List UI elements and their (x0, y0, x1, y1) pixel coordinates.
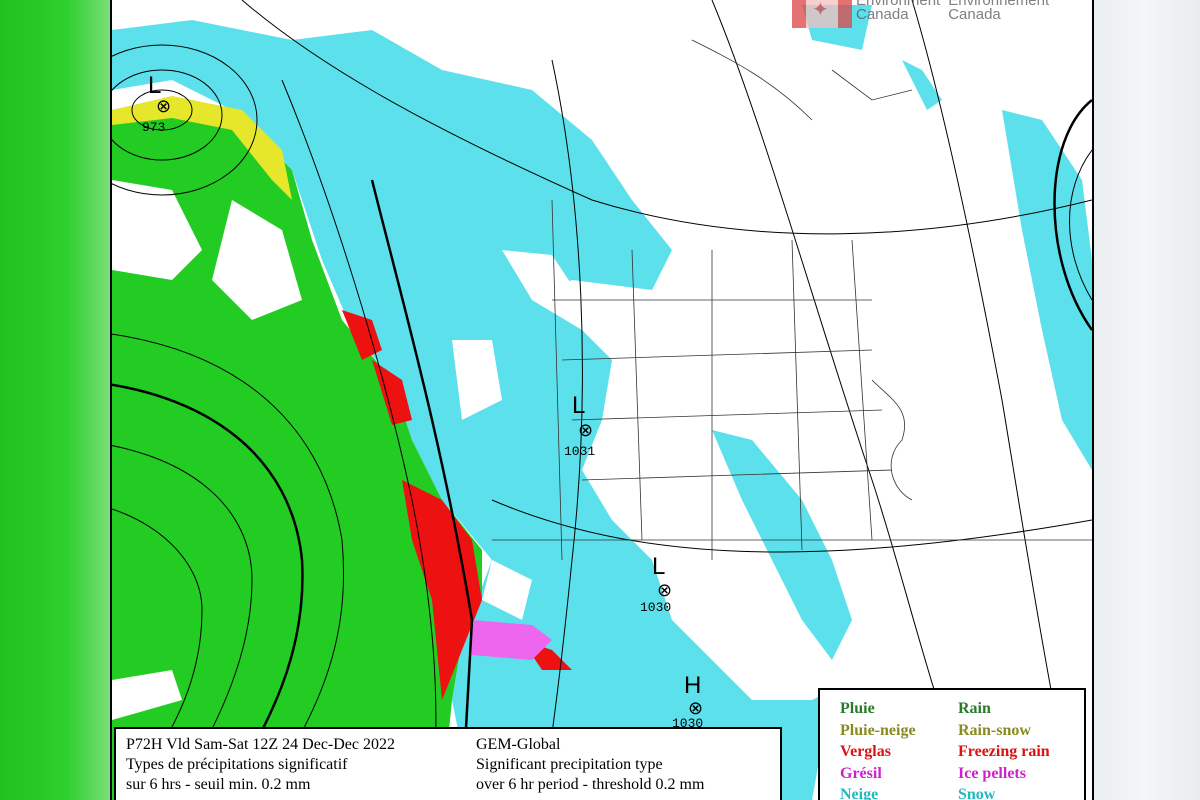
legend: Pluie Rain Pluie-neige Rain-snow Verglas… (818, 688, 1086, 800)
low-center-icon: ⊗ (156, 96, 172, 116)
logo-text-en-1: Environment (856, 0, 941, 9)
pressure-value: 1031 (564, 444, 596, 459)
info-line1-en: GEM-Global (476, 736, 561, 753)
ice-pellets-area (472, 620, 552, 660)
logo-text-fr-2: Canada (948, 6, 1001, 23)
legend-rain-snow-en: Rain-snow (958, 721, 1031, 739)
legend-freezing-rain-fr: Verglas (840, 743, 891, 761)
legend-ice-pellets-en: Ice pellets (958, 764, 1026, 782)
logo-text-en-2: Canada (856, 6, 909, 23)
rain-area (112, 96, 482, 800)
low-center-icon: ⊗ (657, 580, 673, 600)
map-info-box: P72H Vld Sam-Sat 12Z 24 Dec-Dec 2022 Typ… (114, 727, 782, 800)
low-center-icon: ⊗ (578, 420, 594, 440)
legend-rain-en: Rain (958, 700, 991, 717)
legend-snow-en: Snow (958, 786, 996, 800)
background-left (0, 0, 112, 800)
info-line1-fr: P72H Vld Sam-Sat 12Z 24 Dec-Dec 2022 (126, 736, 395, 753)
info-line3-fr: sur 6 hrs - seuil min. 0.2 mm (126, 776, 311, 793)
weather-map: ✦ Environment Canada Environnement Canada … (110, 0, 1094, 800)
background-right (1088, 0, 1200, 800)
environment-canada-logo: ✦ Environment Canada Environnement Canada (792, 0, 1049, 28)
legend-freezing-rain-en: Freezing rain (958, 743, 1050, 761)
canada-flag-icon: ✦ (792, 0, 852, 28)
pressure-value: 1030 (640, 600, 672, 615)
precipitation-map (112, 0, 1092, 800)
borders (492, 39, 1092, 561)
legend-rain-fr: Pluie (840, 700, 875, 717)
low-pressure-marker: L (572, 392, 586, 419)
pressure-value: 973 (142, 120, 166, 135)
low-pressure-marker: L (148, 72, 162, 99)
info-line2-en: Significant precipitation type (476, 756, 663, 773)
high-pressure-marker: H (684, 672, 702, 699)
low-pressure-marker: L (652, 553, 666, 580)
high-center-icon: ⊗ (688, 698, 704, 718)
info-line3-en: over 6 hr period - threshold 0.2 mm (476, 776, 705, 793)
isobars (112, 0, 1092, 800)
legend-snow-fr: Neige (840, 786, 879, 800)
logo-text-fr-1: Environnement (948, 0, 1050, 9)
legend-ice-pellets-fr: Grésil (840, 764, 882, 782)
legend-rain-snow-fr: Pluie-neige (840, 721, 916, 739)
info-line2-fr: Types de précipitations significatif (126, 756, 348, 773)
